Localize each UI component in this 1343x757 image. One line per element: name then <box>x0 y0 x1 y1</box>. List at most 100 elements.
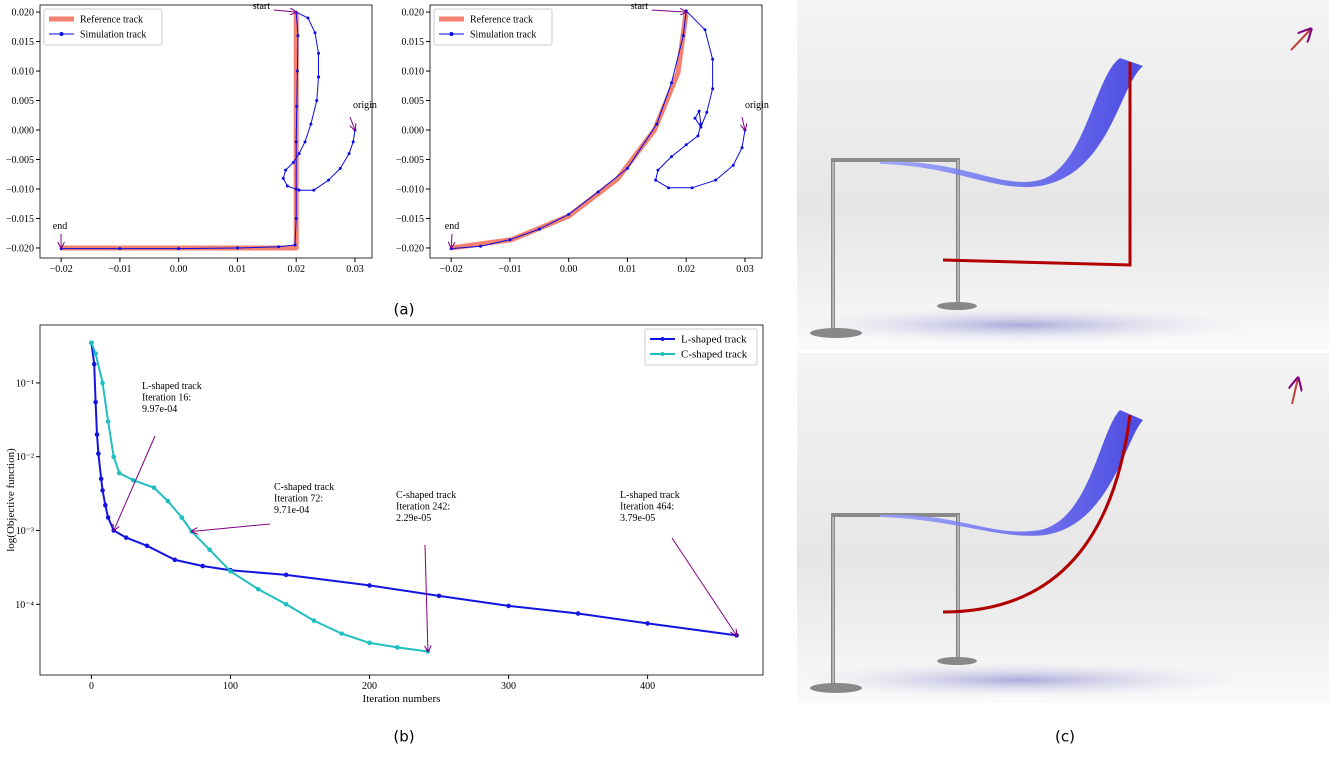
annotation-arrow <box>274 10 296 12</box>
y-tick-label: 0.005 <box>402 96 425 107</box>
annotation: origin <box>745 100 769 111</box>
point <box>124 535 129 540</box>
annotation: end <box>445 221 459 232</box>
point <box>292 161 295 164</box>
point <box>696 134 699 137</box>
annotation: end <box>53 221 67 232</box>
point <box>314 31 317 34</box>
point <box>339 167 342 170</box>
x-tick-label: 300 <box>501 681 516 692</box>
point <box>437 594 442 599</box>
point <box>92 362 97 367</box>
point <box>95 432 100 437</box>
annotation-arrow <box>114 436 155 531</box>
x-tick-label: 200 <box>362 681 377 692</box>
caption: (b) <box>393 728 414 746</box>
point <box>298 189 301 192</box>
point <box>106 515 111 520</box>
point <box>670 81 673 84</box>
point <box>180 515 185 520</box>
point <box>315 99 318 102</box>
point <box>145 544 150 549</box>
point <box>298 152 301 155</box>
point <box>93 400 98 405</box>
annotation-line: Iteration 72: <box>274 494 323 505</box>
x-tick-label: 0.01 <box>229 264 247 275</box>
point <box>152 485 157 490</box>
legend-label: Simulation track <box>80 30 146 41</box>
annotation-arrow <box>742 117 745 130</box>
y-tick-label: 0.010 <box>402 67 425 78</box>
point <box>236 246 239 249</box>
annotation-line: start <box>253 1 270 12</box>
point <box>312 189 315 192</box>
point <box>367 641 372 646</box>
point <box>699 126 702 129</box>
y-axis-label: log(Objective function) <box>5 448 17 552</box>
x-tick-label: −0.01 <box>498 264 521 275</box>
annotation-line: C-shaped track <box>396 490 456 501</box>
point <box>96 451 101 456</box>
y-tick-label: 10⁻³ <box>16 526 34 537</box>
point <box>538 228 541 231</box>
point <box>714 179 717 182</box>
x-tick-label: 0.01 <box>619 264 637 275</box>
annotation-arrow <box>652 10 686 12</box>
legend-marker <box>661 337 665 341</box>
point <box>597 190 600 193</box>
x-axis-label: Iteration numbers <box>363 693 441 705</box>
series-line <box>451 11 745 249</box>
y-tick-label: 0.005 <box>12 96 35 107</box>
point <box>117 471 122 476</box>
point <box>317 75 320 78</box>
annotation-line: origin <box>353 100 377 111</box>
legend-label: Simulation track <box>470 30 536 41</box>
legend-marker <box>450 32 454 36</box>
y-tick-label: 0.015 <box>402 37 425 48</box>
point <box>111 454 116 459</box>
legend-marker <box>661 352 665 356</box>
annotation-line: 3.79e-05 <box>620 513 655 524</box>
point <box>508 238 511 241</box>
legend-label: Reference track <box>80 15 143 26</box>
point <box>295 140 298 143</box>
x-tick-label: 0.00 <box>170 264 188 275</box>
y-tick-label: −0.010 <box>396 185 424 196</box>
x-tick-label: 0.03 <box>346 264 364 275</box>
caption: (c) <box>1055 728 1075 746</box>
annotation-arrow <box>192 524 270 531</box>
point <box>741 146 744 149</box>
y-tick-label: 10⁻⁴ <box>15 600 34 611</box>
annotation-line: L-shaped track <box>620 490 680 501</box>
point <box>166 499 171 504</box>
point <box>294 244 297 247</box>
point <box>228 569 233 574</box>
point <box>100 488 105 493</box>
x-tick-label: −0.01 <box>108 264 131 275</box>
point <box>282 177 285 180</box>
point <box>286 185 289 188</box>
y-tick-label: −0.005 <box>6 155 34 166</box>
y-tick-label: −0.005 <box>396 155 424 166</box>
series-line <box>61 12 296 248</box>
legend-label: Reference track <box>470 15 533 26</box>
x-tick-label: 0.00 <box>560 264 578 275</box>
point <box>339 631 344 636</box>
point <box>567 213 570 216</box>
point <box>99 477 104 482</box>
point <box>711 58 714 61</box>
point <box>732 164 735 167</box>
point <box>655 123 658 126</box>
annotation-arrow <box>425 545 428 652</box>
point <box>705 111 708 114</box>
point <box>306 16 309 19</box>
annotation-line: 2.29e-05 <box>396 513 431 524</box>
point <box>296 70 299 73</box>
annotation-line: Iteration 16: <box>142 393 191 404</box>
plot-area <box>60 11 357 250</box>
